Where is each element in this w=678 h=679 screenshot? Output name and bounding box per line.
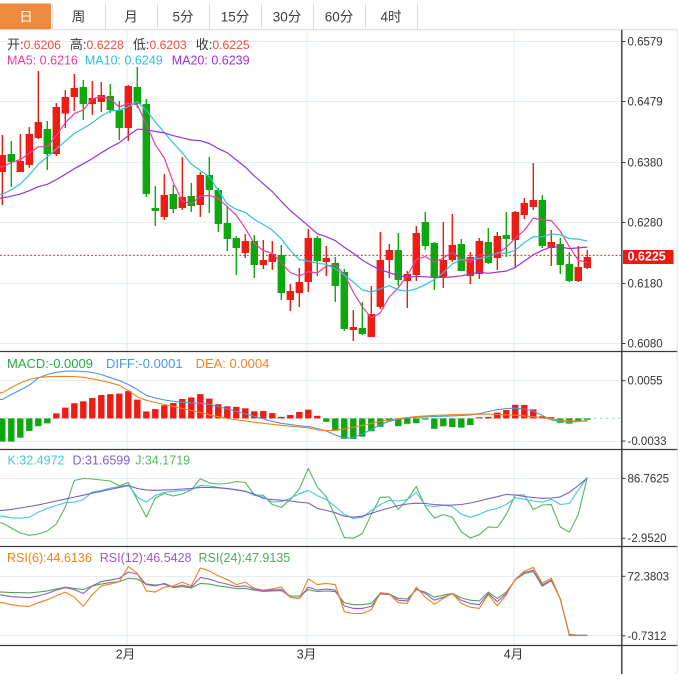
svg-text:0.6280: 0.6280 xyxy=(628,218,663,230)
svg-text:60分: 60分 xyxy=(325,9,354,24)
svg-text:-0.0033: -0.0033 xyxy=(628,436,667,448)
svg-text:周: 周 xyxy=(72,9,86,24)
svg-text:0.6380: 0.6380 xyxy=(628,158,663,170)
svg-text:0.0055: 0.0055 xyxy=(628,376,663,388)
svg-text:月: 月 xyxy=(124,9,138,24)
svg-text:30分: 30分 xyxy=(273,9,302,24)
svg-text:0.6180: 0.6180 xyxy=(628,279,663,291)
svg-text:4月: 4月 xyxy=(504,648,523,662)
svg-text:15分: 15分 xyxy=(221,9,250,24)
svg-text:0.6579: 0.6579 xyxy=(628,37,663,49)
svg-text:0.6080: 0.6080 xyxy=(628,339,663,351)
svg-text:72.3803: 72.3803 xyxy=(628,571,670,583)
svg-text:86.7625: 86.7625 xyxy=(628,473,670,485)
svg-text:日: 日 xyxy=(19,9,33,24)
svg-text:5分: 5分 xyxy=(172,9,193,24)
svg-text:-2.9520: -2.9520 xyxy=(628,533,667,545)
svg-text:0.6479: 0.6479 xyxy=(628,97,663,109)
svg-text:3月: 3月 xyxy=(297,648,316,662)
svg-text:-0.7312: -0.7312 xyxy=(628,631,667,643)
svg-text:2月: 2月 xyxy=(116,648,135,662)
svg-text:0.6225: 0.6225 xyxy=(628,250,666,264)
svg-text:4时: 4时 xyxy=(380,9,401,24)
